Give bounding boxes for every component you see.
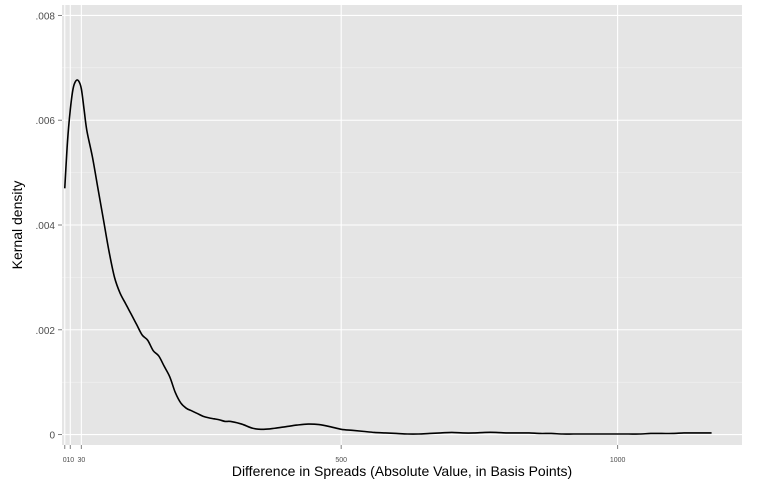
x-tick-label: 500	[335, 457, 347, 464]
y-axis: 0 .002 .004 .006 .008	[36, 11, 62, 442]
x-tick-label: 10	[66, 457, 74, 464]
x-tick-label: 0	[63, 457, 67, 464]
y-tick-label: .006	[36, 116, 56, 127]
y-tick-label: .004	[36, 221, 56, 232]
x-axis-title: Difference in Spreads (Absolute Value, i…	[232, 463, 572, 479]
x-tick-label: 30	[77, 457, 85, 464]
density-curve	[63, 79, 712, 435]
x-tick-label: 1000	[610, 457, 626, 464]
y-tick-label: .008	[36, 11, 56, 22]
y-tick-label: .002	[36, 326, 56, 337]
y-axis-title: Kernal density	[9, 181, 25, 270]
minor-gridlines	[62, 67, 742, 383]
y-tick-label: 0	[49, 431, 55, 442]
major-gridlines	[62, 5, 742, 445]
x-axis: 0 10 30 500 1000	[63, 445, 626, 464]
